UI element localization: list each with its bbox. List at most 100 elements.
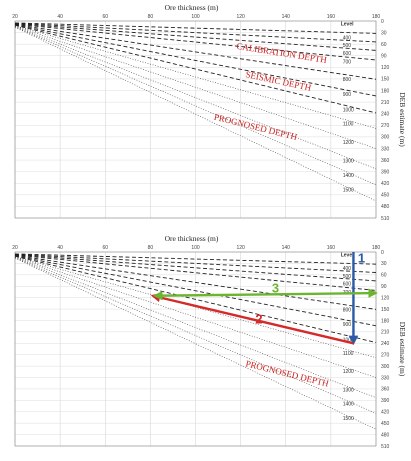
legend-level-label: 800: [343, 77, 352, 83]
y-tick-label: 390: [381, 398, 390, 404]
y-tick-label: 480: [381, 432, 390, 438]
legend-level-label: 1300: [343, 387, 354, 393]
series-line-1300: [14, 257, 377, 398]
arrow-label-3: 3: [272, 280, 279, 295]
legend-level-label: 400: [343, 35, 352, 41]
x-tick-label: 20: [12, 245, 18, 251]
y-tick-label: 360: [381, 387, 390, 393]
x-tick-label: 60: [102, 14, 108, 20]
zone-annotation: PROGNOSED DEPTH: [245, 358, 331, 388]
legend-level-label: 800: [343, 307, 352, 313]
legend-level-label: 1300: [343, 158, 354, 164]
legend-level-label: 1400: [343, 402, 354, 408]
series-line-800: [14, 24, 377, 80]
y-tick-label: 0: [381, 250, 384, 256]
legend-level-label: 400: [343, 266, 352, 272]
series-line-1100: [14, 256, 377, 358]
x-tick-label: 120: [236, 245, 245, 251]
legend-level-label: 1500: [343, 187, 354, 193]
y-tick-label: 300: [381, 364, 390, 370]
y-tick-label: 210: [381, 100, 390, 106]
y-tick-label: 120: [381, 295, 390, 301]
y-tick-label: 420: [381, 181, 390, 187]
series-line-600: [14, 23, 377, 51]
x-tick-label: 140: [282, 14, 291, 20]
series-line-1400: [14, 257, 377, 414]
y-tick-label: 150: [381, 77, 390, 83]
legend-level-label: 1000: [343, 108, 354, 114]
x-tick-label: 120: [236, 14, 245, 20]
y-tick-label: 60: [381, 42, 387, 48]
y-tick-label: 90: [381, 284, 387, 290]
series-line-1500: [14, 26, 377, 202]
legend-level-label: 1500: [343, 416, 354, 422]
y-tick-label: 330: [381, 146, 390, 152]
x-tick-label: 140: [282, 245, 291, 251]
y-tick-label: 510: [381, 216, 390, 222]
legend-level-label: 1100: [343, 122, 354, 128]
legend-level-label: 700: [343, 60, 352, 66]
y-tick-label: 90: [381, 54, 387, 60]
series-line-800: [14, 254, 377, 310]
y-tick-label: 240: [381, 112, 390, 118]
x-tick-label: 180: [372, 14, 381, 20]
y-axis-title: DEB estimate (m): [398, 92, 407, 147]
y-tick-label: 450: [381, 193, 390, 199]
arrow-2: [150, 292, 354, 345]
y-tick-label: 210: [381, 330, 390, 336]
zone-annotation: SEISMIC DEPTH: [245, 69, 313, 93]
legend-level-label: 1200: [343, 369, 354, 375]
y-tick-label: 240: [381, 341, 390, 347]
y-tick-label: 270: [381, 353, 390, 359]
series-line-700: [14, 254, 377, 291]
x-tick-label: 160: [327, 14, 336, 20]
x-tick-label: 80: [148, 245, 154, 251]
y-tick-label: 60: [381, 273, 387, 279]
legend-level-label: 1400: [343, 173, 354, 179]
series-line-1400: [14, 26, 377, 186]
x-tick-label: 20: [12, 14, 18, 20]
legend-level-label: 1000: [343, 337, 354, 343]
series-line-500: [14, 253, 377, 273]
y-tick-label: 420: [381, 410, 390, 416]
x-axis-title: Ore thickness (m): [165, 3, 219, 12]
y-tick-label: 180: [381, 88, 390, 94]
y-tick-label: 150: [381, 307, 390, 313]
y-tick-label: 180: [381, 318, 390, 324]
arrow-label-1: 1: [358, 251, 365, 266]
series-line-1200: [14, 25, 377, 149]
y-axis-title: DEB estimate (m): [398, 322, 407, 377]
series-line-400: [14, 253, 377, 265]
y-tick-label: 390: [381, 169, 390, 175]
y-tick-label: 330: [381, 375, 390, 381]
x-axis-title: Ore thickness (m): [165, 234, 219, 243]
legend-level-label: 900: [343, 92, 352, 98]
x-tick-label: 40: [57, 14, 63, 20]
chart-panel-1: 20 40 60 80 100 120 140 160 18003060901201501802…: [12, 3, 407, 222]
legend-level-label: 600: [343, 281, 352, 287]
x-tick-label: 100: [191, 245, 200, 251]
legend-title: Level: [341, 22, 354, 28]
series-line-1500: [14, 257, 377, 430]
x-tick-label: 100: [191, 14, 200, 20]
y-tick-label: 30: [381, 261, 387, 267]
series-line-900: [14, 24, 377, 97]
series-line-400: [14, 22, 377, 34]
legend-level-label: 500: [343, 43, 352, 49]
legend-level-label: 500: [343, 274, 352, 280]
plot-frame: [14, 20, 377, 219]
arrow-3: [152, 288, 378, 301]
arrow-label-2: 2: [255, 312, 262, 327]
y-tick-label: 30: [381, 30, 387, 36]
y-tick-label: 0: [381, 19, 384, 25]
series-line-1100: [14, 25, 377, 129]
y-tick-label: 480: [381, 204, 390, 210]
legend-level-label: 900: [343, 322, 352, 328]
zone-annotation: CALIBRATION DEPTH: [236, 41, 328, 65]
y-tick-label: 300: [381, 135, 390, 141]
y-tick-label: 120: [381, 65, 390, 71]
y-tick-label: 270: [381, 123, 390, 129]
x-tick-label: 160: [327, 245, 336, 251]
legend-title: Level: [341, 253, 354, 259]
